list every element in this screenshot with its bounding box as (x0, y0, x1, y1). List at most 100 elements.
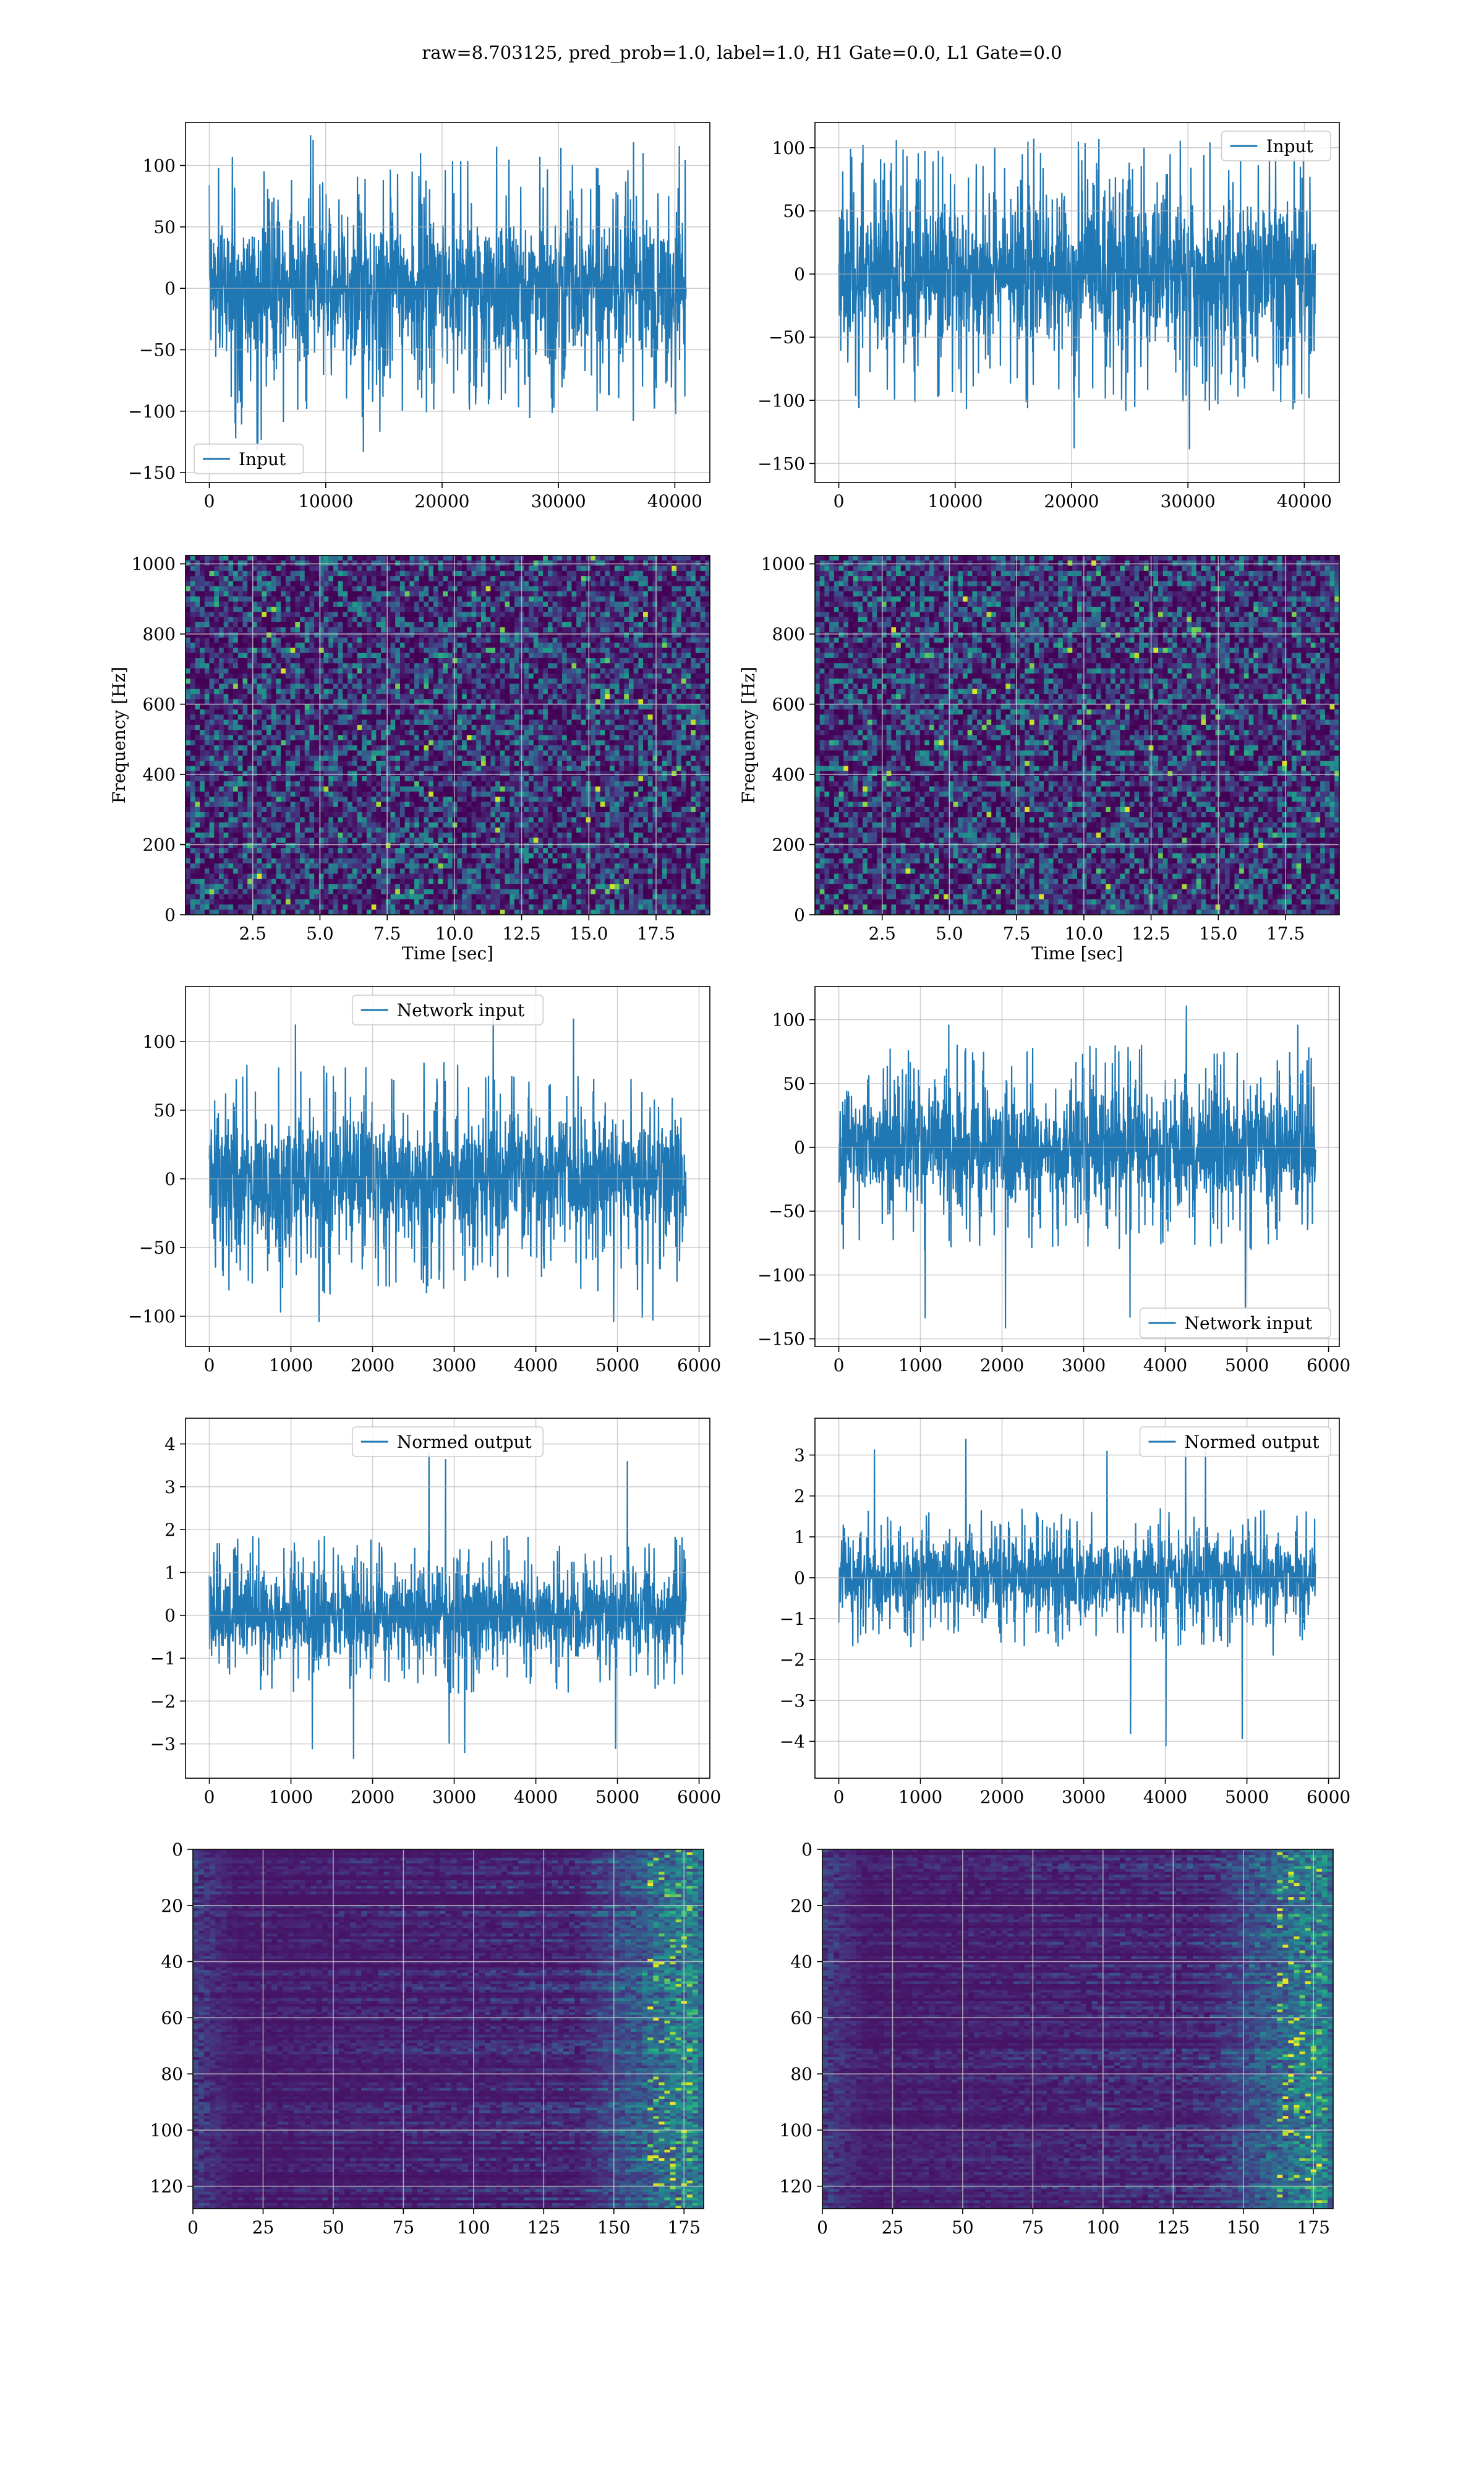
x-tick-label: 5000 (595, 1355, 639, 1376)
axes-frame (192, 1849, 704, 2209)
gridlines (186, 1418, 710, 1778)
x-tick-label: 75 (393, 2217, 415, 2238)
x-tick-label: 175 (668, 2217, 701, 2238)
y-tick-label: 0 (164, 905, 176, 925)
plot-area (822, 1849, 1333, 2209)
y-tick-label: −1 (780, 1609, 805, 1629)
x-tick-label: 40000 (1277, 491, 1332, 511)
x-tick-label: 4000 (1143, 1355, 1187, 1376)
y-tick-label: 600 (143, 695, 176, 715)
x-tick-label: 5000 (1225, 1355, 1269, 1376)
legend: Network input (1139, 1308, 1331, 1338)
axes-frame (185, 986, 710, 1347)
y-tick-label: 40 (790, 1952, 812, 1972)
x-tick-label: 10000 (298, 491, 353, 511)
y-tick-label: −50 (139, 340, 176, 360)
x-tick-label: 1000 (898, 1787, 942, 1807)
x-tick-label: 12.5 (1132, 923, 1170, 944)
y-tick-label: 0 (172, 1839, 183, 1860)
x-tick-label: 5.0 (936, 923, 963, 944)
y-tick-label: 100 (772, 138, 805, 158)
y-tick-label: 1 (164, 1562, 176, 1583)
y-tick-label: 80 (161, 2064, 183, 2084)
x-tick-label: 25 (882, 2217, 904, 2238)
x-tick-label: 10000 (927, 491, 983, 511)
x-tick-label: 17.5 (1266, 923, 1305, 944)
y-tick-label: 1000 (132, 554, 176, 575)
x-axis-label: Time [sec] (1031, 943, 1123, 964)
legend: Normed output (351, 1426, 544, 1457)
panel-row5-right: 0 25 50 75 100 125 150 175 0 20 40 60 80 100 120 (780, 1839, 1334, 2238)
axes-frame (822, 1849, 1334, 2209)
x-tick-label: 12.5 (502, 923, 540, 944)
y-tick-label: 100 (143, 1032, 176, 1052)
gridlines (186, 122, 710, 482)
y-tick-label: 0 (794, 1568, 805, 1588)
x-tick-label: 0 (834, 1787, 845, 1807)
y-tick-label: 100 (772, 1010, 805, 1030)
legend-label: Normed output (397, 1432, 532, 1452)
x-tick-label: 0 (204, 1787, 215, 1807)
y-tick-label: −150 (757, 1329, 805, 1350)
x-tick-label: 50 (952, 2217, 974, 2238)
legend-box (1221, 131, 1331, 161)
x-tick-label: 15.0 (1199, 923, 1237, 944)
axes-frame (185, 122, 710, 483)
series-line (208, 1452, 687, 1759)
legend-label: Input (239, 449, 286, 469)
y-tick-label: 50 (783, 1074, 805, 1094)
x-tick-label: 150 (597, 2217, 630, 2238)
panel-row3-right: 0 1000 2000 3000 4000 5000 6000 −150 −100 −50 0 50 1… (757, 986, 1350, 1376)
y-tick-label: −50 (139, 1238, 176, 1258)
y-tick-label: −2 (780, 1650, 805, 1670)
x-tick-label: 0 (204, 491, 215, 511)
y-tick-label: 4 (164, 1434, 176, 1455)
plot-area (208, 1452, 687, 1759)
y-tick-label: 100 (143, 156, 176, 176)
x-tick-label: 0 (834, 1355, 845, 1376)
x-axis-label: Time [sec] (402, 943, 493, 964)
x-tick-label: 175 (1297, 2217, 1330, 2238)
x-tick-label: 30000 (1161, 491, 1216, 511)
x-tick-label: 0 (834, 491, 845, 511)
x-tick-label: 2000 (351, 1355, 394, 1376)
y-tick-label: −1 (150, 1648, 176, 1669)
y-tick-label: 2 (164, 1520, 176, 1540)
x-tick-label: 1000 (269, 1355, 313, 1376)
x-tick-label: 4000 (514, 1787, 558, 1807)
panel-row4-right: 0 1000 2000 3000 4000 5000 6000 −4 −3 −2 −1 0 1 2 3 Nor… (780, 1418, 1350, 1807)
y-tick-label: −100 (757, 1265, 805, 1285)
x-tick-label: 2000 (980, 1787, 1024, 1807)
x-tick-label: 2000 (980, 1355, 1024, 1376)
x-tick-label: 6000 (1307, 1355, 1350, 1376)
x-tick-label: 4000 (1143, 1787, 1187, 1807)
x-tick-label: 3000 (432, 1355, 476, 1376)
gridlines (815, 987, 1339, 1346)
y-tick-label: 0 (164, 1169, 176, 1189)
gridlines (186, 987, 710, 1346)
y-axis-label: Frequency [Hz] (738, 667, 759, 803)
y-tick-label: 20 (790, 1896, 812, 1916)
legend-box (351, 1426, 544, 1457)
y-tick-label: 3 (164, 1477, 176, 1497)
axes-frame (814, 122, 1340, 483)
x-tick-label: 15.0 (569, 923, 608, 944)
y-tick-label: 60 (790, 2008, 812, 2028)
y-tick-label: 200 (143, 835, 176, 855)
x-tick-label: 0 (187, 2217, 198, 2238)
panel-row2-left: 2.5 5.0 7.5 10.0 12.5 15.0 17.5 0 200 400 600 800 10… (109, 554, 710, 964)
gridlines (815, 1418, 1339, 1778)
y-tick-label: 40 (161, 1952, 183, 1972)
plot-area (838, 139, 1316, 450)
legend-label: Input (1266, 136, 1314, 156)
y-tick-label: 0 (794, 264, 805, 285)
y-tick-label: −100 (757, 390, 805, 411)
x-tick-label: 3000 (432, 1787, 476, 1807)
legend-label: Network input (397, 1000, 525, 1021)
axes-frame (185, 555, 710, 915)
panel-row1-right: 0 10000 20000 30000 40000 −150 −100 −50 0 50 100 In… (757, 122, 1340, 511)
y-tick-label: −100 (128, 1306, 176, 1327)
x-tick-label: 7.5 (1003, 923, 1031, 944)
series-line (208, 135, 687, 452)
